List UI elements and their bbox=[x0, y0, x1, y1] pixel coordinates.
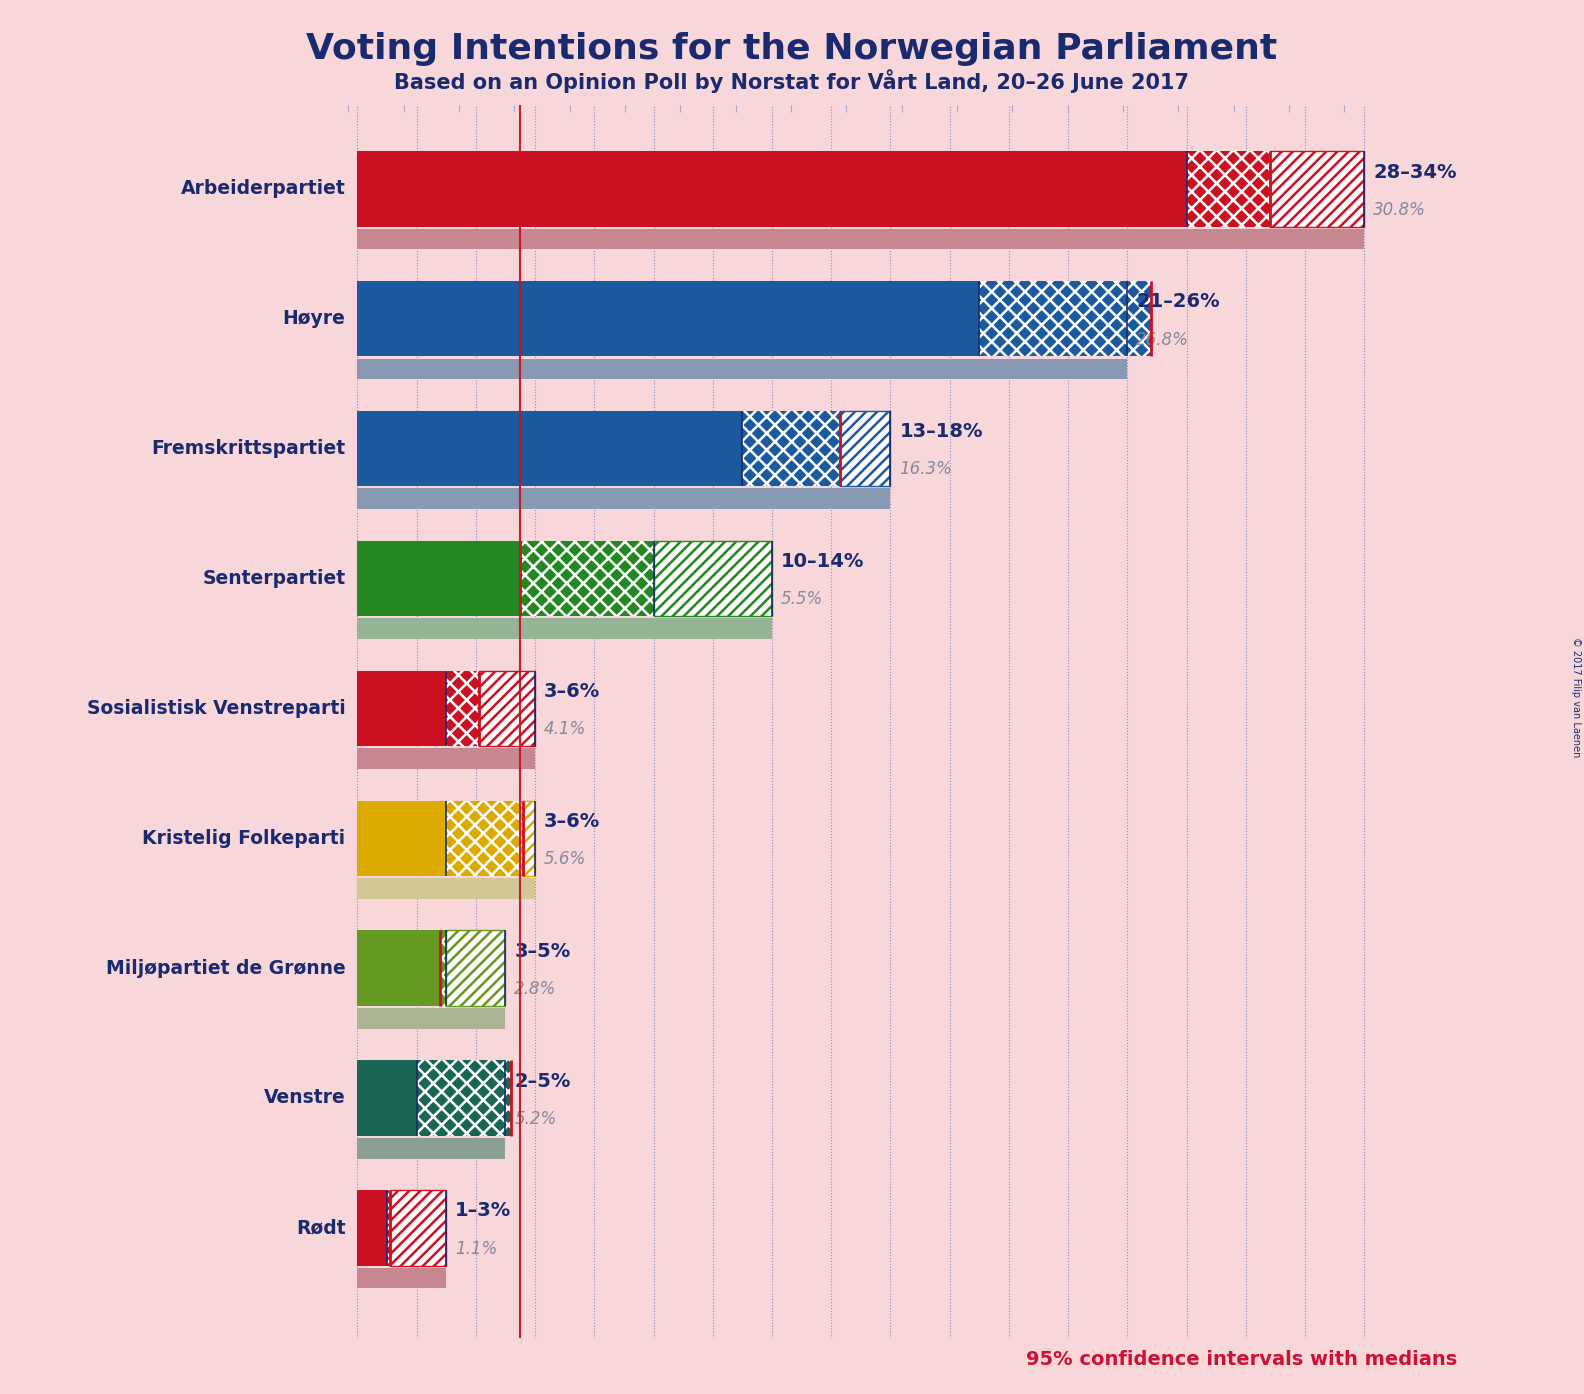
Bar bbox=[358, 1190, 386, 1266]
Bar bbox=[447, 930, 505, 1006]
Bar bbox=[358, 541, 654, 616]
Bar bbox=[358, 1267, 447, 1288]
Bar bbox=[440, 930, 447, 1006]
Bar bbox=[358, 800, 447, 875]
Bar bbox=[358, 1138, 505, 1158]
Bar bbox=[358, 619, 771, 638]
Text: Sosialistisk Venstreparti: Sosialistisk Venstreparti bbox=[87, 698, 345, 718]
Bar bbox=[447, 800, 523, 875]
Text: Fremskrittspartiet: Fremskrittspartiet bbox=[152, 439, 345, 459]
Bar bbox=[358, 671, 447, 746]
Text: 3–5%: 3–5% bbox=[515, 942, 570, 960]
Bar bbox=[358, 1008, 505, 1029]
Text: 2.8%: 2.8% bbox=[515, 980, 556, 998]
Bar bbox=[358, 358, 1128, 379]
Bar bbox=[840, 411, 890, 487]
Bar bbox=[358, 282, 979, 357]
Text: Miljøpartiet de Grønne: Miljøpartiet de Grønne bbox=[106, 959, 345, 977]
Bar bbox=[654, 541, 771, 616]
Bar bbox=[840, 411, 890, 487]
Text: 3–6%: 3–6% bbox=[543, 811, 600, 831]
Text: 21–26%: 21–26% bbox=[1136, 293, 1220, 311]
Bar bbox=[358, 411, 743, 487]
Text: Senterpartiet: Senterpartiet bbox=[203, 569, 345, 588]
Text: © 2017 Filip van Laenen: © 2017 Filip van Laenen bbox=[1571, 637, 1581, 757]
Bar bbox=[358, 878, 535, 899]
Text: 16.3%: 16.3% bbox=[900, 460, 952, 478]
Bar bbox=[523, 800, 535, 875]
Bar bbox=[1269, 152, 1364, 227]
Text: 26.8%: 26.8% bbox=[1136, 330, 1190, 348]
Bar bbox=[358, 229, 1364, 250]
Bar bbox=[358, 229, 1364, 250]
Text: Kristelig Folkeparti: Kristelig Folkeparti bbox=[143, 829, 345, 848]
Bar bbox=[358, 1008, 505, 1029]
Bar bbox=[358, 358, 1128, 379]
Bar bbox=[358, 1267, 447, 1288]
Text: 3–6%: 3–6% bbox=[543, 682, 600, 701]
Bar bbox=[979, 282, 1152, 357]
Text: Based on an Opinion Poll by Norstat for Vårt Land, 20–26 June 2017: Based on an Opinion Poll by Norstat for … bbox=[394, 68, 1190, 93]
Bar bbox=[390, 1190, 447, 1266]
Bar bbox=[1269, 152, 1364, 227]
Bar bbox=[358, 749, 535, 769]
Bar bbox=[358, 930, 447, 1006]
Bar bbox=[417, 1061, 512, 1136]
Text: 2–5%: 2–5% bbox=[515, 1072, 570, 1090]
Text: 13–18%: 13–18% bbox=[900, 422, 982, 442]
Text: Voting Intentions for the Norwegian Parliament: Voting Intentions for the Norwegian Parl… bbox=[306, 32, 1278, 66]
Bar bbox=[358, 1138, 505, 1158]
Bar bbox=[386, 1190, 390, 1266]
Bar bbox=[447, 671, 478, 746]
Bar bbox=[654, 541, 771, 616]
Bar bbox=[358, 488, 890, 509]
Text: Venstre: Venstre bbox=[265, 1089, 345, 1107]
Bar bbox=[447, 930, 505, 1006]
Text: 4.1%: 4.1% bbox=[543, 721, 586, 739]
Bar bbox=[358, 1061, 417, 1136]
Text: 28–34%: 28–34% bbox=[1373, 163, 1457, 181]
Text: 95% confidence intervals with medians: 95% confidence intervals with medians bbox=[1026, 1349, 1457, 1369]
Text: Arbeiderpartiet: Arbeiderpartiet bbox=[181, 180, 345, 198]
Bar bbox=[523, 800, 535, 875]
Text: 1–3%: 1–3% bbox=[455, 1202, 512, 1221]
Text: Rødt: Rødt bbox=[296, 1218, 345, 1238]
Bar bbox=[358, 152, 1186, 227]
Text: 5.5%: 5.5% bbox=[781, 590, 824, 608]
Bar bbox=[478, 671, 535, 746]
Bar bbox=[390, 1190, 447, 1266]
Text: 10–14%: 10–14% bbox=[781, 552, 865, 572]
Text: Høyre: Høyre bbox=[282, 309, 345, 329]
Text: 1.1%: 1.1% bbox=[455, 1239, 497, 1257]
Bar bbox=[358, 619, 771, 638]
Text: 5.2%: 5.2% bbox=[515, 1110, 556, 1128]
Bar bbox=[520, 541, 654, 616]
Text: 30.8%: 30.8% bbox=[1373, 201, 1426, 219]
Bar bbox=[358, 488, 890, 509]
Text: 5.6%: 5.6% bbox=[543, 850, 586, 868]
Bar bbox=[743, 411, 840, 487]
Bar bbox=[478, 671, 535, 746]
Bar bbox=[358, 878, 535, 899]
Bar bbox=[358, 749, 535, 769]
Bar bbox=[1186, 152, 1269, 227]
